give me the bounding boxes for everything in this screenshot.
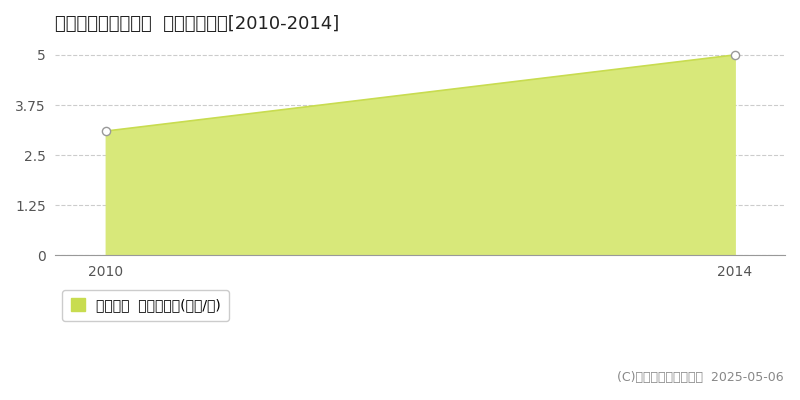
Point xyxy=(99,128,112,134)
Text: (C)土地価格ドットコム  2025-05-06: (C)土地価格ドットコム 2025-05-06 xyxy=(618,371,784,384)
Text: 多気郡多気町四疋田  土地価格推移[2010-2014]: 多気郡多気町四疋田 土地価格推移[2010-2014] xyxy=(55,15,340,33)
Legend: 土地価格  平均坪単価(万円/坪): 土地価格 平均坪単価(万円/坪) xyxy=(62,290,229,320)
Point xyxy=(728,52,741,58)
